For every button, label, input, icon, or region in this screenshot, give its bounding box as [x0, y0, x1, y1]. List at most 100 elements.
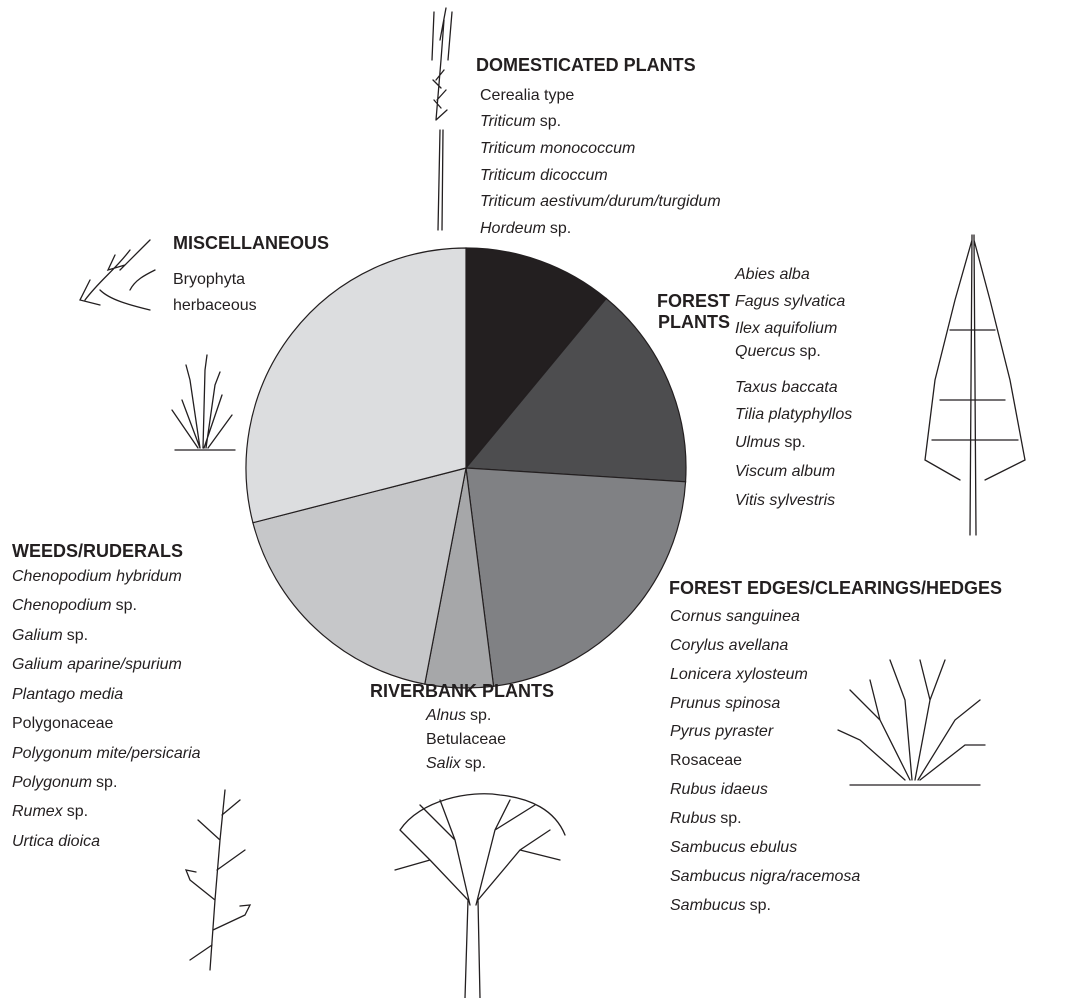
species: Viscum album [735, 463, 835, 481]
species: Salix sp. [426, 755, 486, 773]
tree-illustration [394, 793, 566, 998]
species: Triticum aestivum/durum/turgidum [480, 193, 721, 211]
species: Cornus sanguinea [670, 608, 800, 626]
species-plain: sp. [464, 755, 487, 772]
shrub-illustration [837, 659, 986, 786]
species-italic: Prunus spinosa [670, 695, 781, 712]
species: Tilia platyphyllos [735, 406, 852, 424]
species-italic: Sambucus nigra/racemosa [670, 868, 861, 885]
species-plain: Polygonaceae [12, 715, 114, 732]
species-plain: sp. [66, 627, 89, 644]
species: Polygonum sp. [12, 774, 117, 792]
species: Ilex aquifolium [735, 320, 837, 338]
species: Polygonaceae [12, 715, 113, 733]
species-italic: Lonicera xylosteum [670, 666, 808, 683]
species: Quercus sp. [735, 343, 821, 361]
species-italic: Galium [12, 627, 63, 644]
species: Hordeum sp. [480, 220, 571, 238]
species: Rosaceae [670, 752, 742, 770]
species: Triticum monococcum [480, 140, 635, 158]
species-plain: Betulaceae [426, 731, 507, 748]
species-plain: sp. [96, 774, 118, 791]
species-italic: Quercus [735, 343, 796, 360]
species: Vitis sylvestris [735, 492, 835, 510]
species: herbaceous [173, 297, 257, 315]
species: Sambucus ebulus [670, 839, 797, 857]
species-italic: Rubus idaeus [670, 781, 768, 798]
conifer-illustration [924, 234, 1026, 536]
species-plain: Bryophyta [173, 271, 246, 288]
species-plain: Cerealia type [480, 87, 575, 104]
species-italic: Galium aparine/spurium [12, 656, 182, 673]
moss-illustration [79, 239, 156, 311]
species: Lonicera xylosteum [670, 666, 808, 684]
species-italic: Rubus [670, 810, 717, 827]
species: Ulmus sp. [735, 434, 806, 452]
species: Cerealia type [480, 87, 574, 105]
group-title: FOREST PLANTS [656, 291, 730, 332]
species-italic: Triticum [480, 113, 536, 130]
species-italic: Vitis sylvestris [735, 492, 836, 509]
species: Galium aparine/spurium [12, 656, 182, 674]
weed-illustration [184, 789, 252, 971]
species-plain: sp. [720, 810, 742, 827]
pie-slice [464, 297, 687, 483]
species-plain: sp. [549, 220, 572, 237]
species-italic: Triticum dicoccum [480, 167, 608, 184]
species: Plantago media [12, 686, 123, 704]
species: Pyrus pyraster [670, 723, 773, 741]
species: Abies alba [735, 266, 810, 284]
species: Bryophyta [173, 271, 245, 289]
species-italic: Cornus sanguinea [670, 608, 800, 625]
group-title: DOMESTICATED PLANTS [476, 55, 696, 75]
species-italic: Alnus [426, 707, 467, 724]
species: Fagus sylvatica [735, 293, 845, 311]
species: Chenopodium sp. [12, 597, 137, 615]
species-plain: sp. [539, 113, 562, 130]
species-italic: Urtica dioica [12, 833, 101, 850]
species-italic: Hordeum [480, 220, 546, 237]
species-italic: Polygonum mite/persicaria [12, 745, 201, 762]
species-italic: Abies alba [735, 266, 810, 283]
species-italic: Sambucus [670, 897, 746, 914]
species-plain: Rosaceae [670, 752, 743, 769]
species: Galium sp. [12, 627, 88, 645]
species-italic: Plantago media [12, 686, 124, 703]
species: Sambucus sp. [670, 897, 771, 915]
species: Corylus avellana [670, 637, 788, 655]
species-italic: Corylus avellana [670, 637, 789, 654]
species-italic: Ilex aquifolium [735, 320, 838, 337]
pie-slice [465, 467, 687, 687]
grass-illustration [171, 354, 236, 451]
group-title: WEEDS/RUDERALS [12, 541, 184, 561]
species: Triticum dicoccum [480, 167, 608, 185]
pie-slice [465, 247, 608, 470]
group-title: RIVERBANK PLANTS [370, 681, 555, 701]
pie-slice [245, 247, 467, 524]
species: Rumex sp. [12, 803, 88, 821]
species-italic: Pyrus pyraster [670, 723, 774, 740]
species-italic: Tilia platyphyllos [735, 406, 853, 423]
species: Sambucus nigra/racemosa [670, 868, 860, 886]
species-plain: sp. [784, 434, 806, 451]
species-italic: Triticum aestivum/durum/turgidum [480, 193, 721, 210]
wheat-illustration [431, 7, 453, 231]
species: Alnus sp. [426, 707, 491, 725]
species: Rubus sp. [670, 810, 742, 828]
pie-slice [252, 467, 467, 685]
species-italic: Chenopodium hybridum [12, 568, 182, 585]
species-italic: Viscum album [735, 463, 836, 480]
species: Urtica dioica [12, 833, 100, 851]
species: Betulaceae [426, 731, 506, 749]
species-italic: Sambucus ebulus [670, 839, 798, 856]
species-italic: Polygonum [12, 774, 93, 791]
group-title: MISCELLANEOUS [173, 233, 330, 253]
species-italic: Chenopodium [12, 597, 112, 614]
species: Triticum sp. [480, 113, 561, 131]
species-plain: herbaceous [173, 297, 257, 314]
species-plain: sp. [470, 707, 492, 724]
species: Chenopodium hybridum [12, 568, 182, 586]
species-italic: Salix [426, 755, 461, 772]
